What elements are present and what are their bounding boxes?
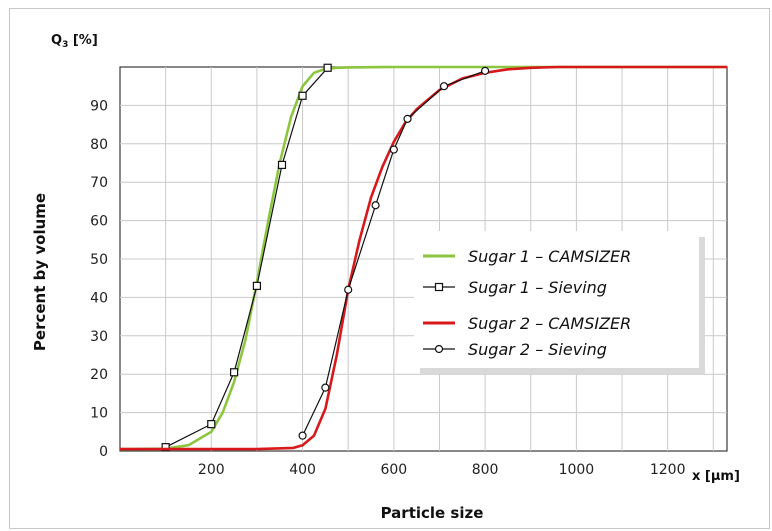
legend: Sugar 1 – CAMSIZER Sugar 1 – Sieving Sugar… — [414, 231, 705, 374]
data-point-circle — [389, 145, 398, 154]
data-point-square — [252, 281, 262, 290]
series-line — [302, 70, 486, 436]
series-group — [119, 63, 727, 452]
data-point-circle — [298, 431, 307, 440]
y-unit-main: Q — [51, 33, 62, 48]
legend-item: Sugar 1 – CAMSIZER — [423, 247, 631, 266]
data-point-square — [434, 282, 444, 292]
series-line — [119, 65, 727, 451]
data-point-square — [298, 91, 307, 100]
legend-box — [414, 231, 699, 368]
data-point-circle — [439, 82, 449, 91]
y-tick-label: 10 — [90, 406, 108, 422]
series-2 — [161, 63, 332, 452]
x-tick-label: 400 — [289, 462, 316, 478]
y-tick-labels: 0 10 20 30 40 50 60 70 80 90 — [90, 98, 108, 460]
x-axis-label: Particle size — [381, 504, 484, 522]
x-tick-labels: 200 400 600 800 1000 1200 — [198, 462, 686, 478]
y-tick-label: 80 — [90, 137, 108, 153]
series-3 — [120, 65, 727, 451]
data-point-square — [229, 368, 239, 377]
y-tick-label: 70 — [90, 175, 108, 191]
y-unit-rest: [%] — [68, 33, 97, 48]
data-point-circle — [403, 114, 412, 123]
x-tick-label: 800 — [472, 462, 499, 478]
y-unit-label: Q3 [%] — [51, 33, 98, 50]
series-line — [120, 65, 727, 451]
series-1 — [119, 65, 727, 451]
legend-item: Sugar 1 – Sieving — [423, 278, 607, 297]
y-axis-label: Percent by volume — [31, 193, 49, 351]
legend-label: Sugar 1 – CAMSIZER — [468, 247, 631, 266]
grid-lines — [120, 67, 727, 451]
y-tick-label: 0 — [99, 444, 108, 460]
y-tick-label: 90 — [90, 98, 108, 114]
data-point-square — [207, 420, 216, 429]
x-tick-label: 200 — [198, 462, 225, 478]
data-point-square — [277, 160, 287, 170]
x-tick-label: 1200 — [650, 462, 686, 478]
legend-label: Sugar 2 – CAMSIZER — [468, 314, 631, 333]
chart-frame — [9, 8, 770, 529]
y-tick-label: 20 — [90, 367, 108, 383]
data-point-circle — [434, 344, 444, 354]
y-tick-label: 50 — [90, 252, 108, 268]
y-unit-sub: 3 — [62, 40, 68, 50]
data-point-square — [323, 63, 332, 72]
y-tick-label: 60 — [90, 214, 108, 230]
legend-label: Sugar 2 – Sieving — [468, 340, 607, 359]
data-point-circle — [481, 66, 490, 75]
legend-label: Sugar 1 – Sieving — [468, 278, 607, 297]
legend-item: Sugar 2 – Sieving — [423, 340, 607, 359]
y-tick-label: 40 — [90, 290, 108, 306]
series-4 — [298, 66, 490, 440]
x-tick-label: 600 — [380, 462, 407, 478]
y-tick-label: 30 — [90, 329, 108, 345]
x-tick-label: 1000 — [559, 462, 595, 478]
data-point-circle — [371, 201, 380, 210]
x-unit-label: x [µm] — [692, 469, 740, 484]
data-point-circle — [344, 285, 353, 294]
data-point-circle — [321, 383, 330, 392]
data-point-square — [161, 443, 170, 452]
legend-item: Sugar 2 – CAMSIZER — [423, 314, 631, 333]
